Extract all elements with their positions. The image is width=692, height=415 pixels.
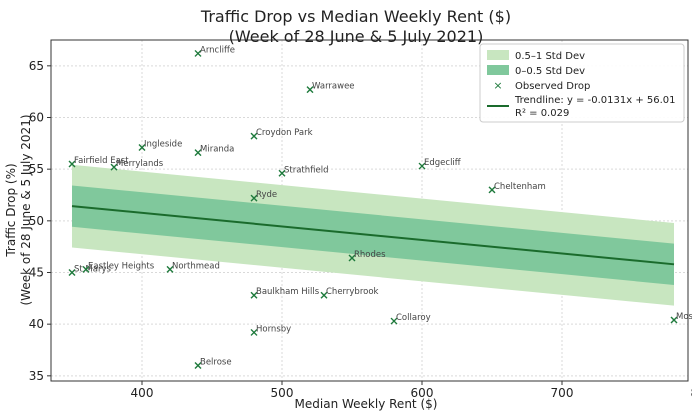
data-point-label: Collaroy bbox=[396, 313, 431, 323]
data-point-marker bbox=[670, 316, 678, 324]
data-point: Croydon Park bbox=[250, 128, 313, 140]
plot-frame bbox=[50, 39, 689, 382]
data-point-label: Miranda bbox=[200, 145, 234, 155]
data-point: Collaroy bbox=[390, 313, 431, 325]
data-point-label: Ryde bbox=[256, 190, 277, 200]
data-point-label: Merrylands bbox=[116, 159, 164, 169]
legend-swatch-inner-band bbox=[487, 65, 509, 75]
legend-box bbox=[479, 43, 685, 123]
data-point-label: Rhodes bbox=[354, 250, 386, 260]
x-tick-label: 800 bbox=[691, 386, 692, 400]
data-point-label: Hornsby bbox=[256, 324, 291, 334]
trendline-layer bbox=[71, 205, 675, 266]
y-axis-title-line2: (Week of 28 June & 5 July 2021) bbox=[19, 114, 33, 305]
y-tick-label: 50 bbox=[29, 214, 44, 228]
data-point: Mosman bbox=[670, 312, 692, 324]
data-point: Belrose bbox=[194, 358, 232, 369]
legend-marker-x-icon: × bbox=[493, 79, 502, 92]
data-point-marker bbox=[166, 265, 174, 273]
data-point: Eastley Heights bbox=[82, 261, 155, 273]
trendline bbox=[71, 205, 675, 266]
data-point-label: Croydon Park bbox=[256, 128, 313, 138]
data-point-marker bbox=[488, 186, 496, 194]
legend-swatch-outer-band bbox=[487, 50, 509, 60]
x-tick-label: 600 bbox=[411, 386, 434, 400]
legend-label-observed: Observed Drop bbox=[515, 81, 590, 92]
data-point-label: Eastley Heights bbox=[88, 261, 155, 271]
legend: 0.5–1 Std Dev 0–0.5 Std Dev × Observed D… bbox=[479, 43, 685, 123]
data-point-marker bbox=[194, 49, 202, 57]
data-point-marker bbox=[250, 291, 258, 299]
data-point-label: Ingleside bbox=[144, 139, 182, 149]
chart-title-line1: Traffic Drop vs Median Weekly Rent ($) bbox=[200, 7, 511, 26]
data-point: Cherrybrook bbox=[320, 287, 379, 299]
data-point-marker bbox=[278, 169, 286, 177]
data-point-label: Warrawee bbox=[312, 82, 355, 92]
y-axis-title-line1: Traffic Drop (%) bbox=[4, 163, 18, 257]
data-point: Ingleside bbox=[138, 139, 182, 151]
data-point: Warrawee bbox=[306, 82, 355, 94]
data-point-marker bbox=[68, 269, 76, 276]
data-point-marker bbox=[306, 86, 314, 94]
data-point: Fairfield East bbox=[68, 156, 129, 168]
x-tick-label: 700 bbox=[551, 386, 574, 400]
data-point: Edgecliff bbox=[418, 158, 462, 170]
data-point-marker bbox=[250, 132, 258, 140]
data-point-label: Strathfield bbox=[284, 165, 329, 175]
data-point-marker bbox=[250, 328, 258, 336]
x-tick-label: 500 bbox=[271, 386, 294, 400]
data-point-marker bbox=[348, 254, 356, 262]
x-axis-title: Median Weekly Rent ($) bbox=[295, 397, 438, 411]
x-tick-label: 400 bbox=[131, 386, 154, 400]
data-point-marker bbox=[110, 163, 118, 171]
data-point: Merrylands bbox=[110, 159, 164, 171]
data-point-label: St Marys bbox=[74, 265, 111, 275]
legend-label-trendline: Trendline: y = -0.0131x + 56.01 bbox=[514, 95, 676, 106]
data-point-marker bbox=[250, 194, 258, 202]
legend-label-outer-band: 0.5–1 Std Dev bbox=[515, 51, 585, 62]
data-point-label: Northmead bbox=[172, 261, 220, 271]
data-point: Hornsby bbox=[250, 324, 291, 336]
data-point-marker bbox=[320, 291, 328, 299]
axes: 400 500 600 700 800 35 40 45 50 55 60 65 bbox=[29, 39, 692, 400]
data-point: Arncliffe bbox=[194, 45, 235, 57]
data-point-marker bbox=[194, 149, 202, 157]
data-point-marker bbox=[82, 265, 90, 273]
data-point-label: Edgecliff bbox=[424, 158, 462, 168]
data-point-label: Belrose bbox=[200, 358, 232, 368]
data-point-label: Arncliffe bbox=[200, 45, 235, 55]
data-point-marker bbox=[138, 143, 146, 151]
y-tick-label: 45 bbox=[29, 266, 44, 280]
y-tick-label: 55 bbox=[29, 162, 44, 176]
y-tick-label: 65 bbox=[29, 59, 44, 73]
data-point-marker bbox=[68, 160, 76, 168]
data-point-label: Mosman bbox=[676, 312, 692, 322]
data-point-label: Baulkham Hills bbox=[256, 287, 320, 297]
data-point-marker bbox=[194, 362, 202, 369]
data-point: St Marys bbox=[68, 265, 111, 276]
legend-label-inner-band: 0–0.5 Std Dev bbox=[515, 66, 585, 77]
legend-label-r-squared: R² = 0.029 bbox=[515, 108, 569, 119]
data-points: Arncliffe Warrawee Croydon Park Ingleside Mi… bbox=[68, 45, 692, 369]
data-point: Ryde bbox=[250, 190, 277, 202]
data-point-label: Cheltenham bbox=[494, 182, 546, 192]
data-point-marker bbox=[418, 162, 426, 170]
data-point: Baulkham Hills bbox=[250, 287, 320, 299]
data-point: Miranda bbox=[194, 145, 234, 157]
data-point-label: Cherrybrook bbox=[326, 287, 379, 297]
chart-title-line2: (Week of 28 June & 5 July 2021) bbox=[229, 27, 484, 46]
y-tick-label: 35 bbox=[29, 369, 44, 383]
data-point: Strathfield bbox=[278, 165, 329, 177]
y-tick-label: 60 bbox=[29, 111, 44, 125]
data-point-marker bbox=[390, 317, 398, 325]
data-point: Cheltenham bbox=[488, 182, 546, 194]
y-tick-label: 40 bbox=[29, 317, 44, 331]
data-point: Rhodes bbox=[348, 250, 386, 262]
data-point-label: Fairfield East bbox=[74, 156, 129, 166]
data-point: Northmead bbox=[166, 261, 220, 273]
